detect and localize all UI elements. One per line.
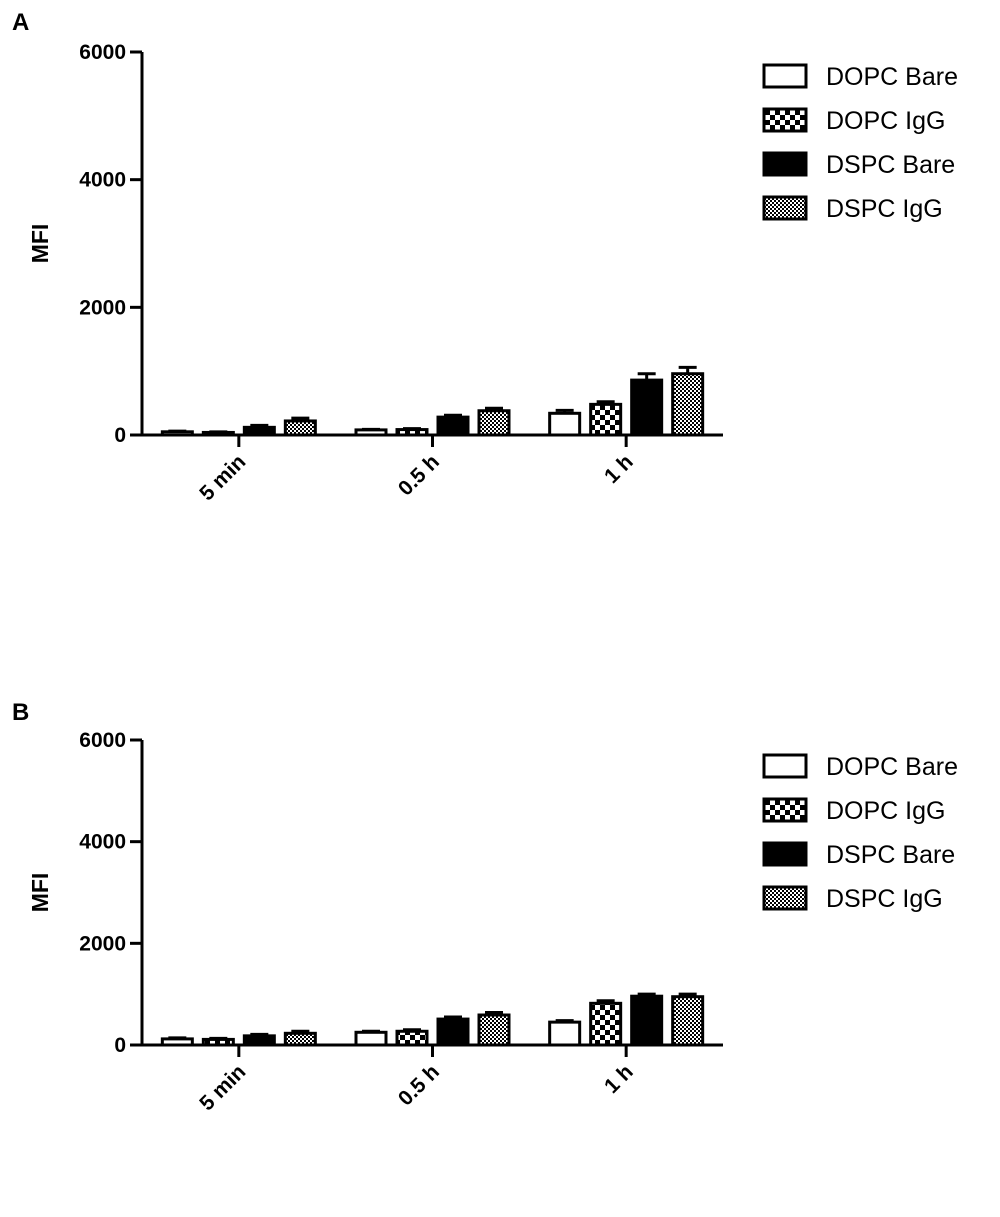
legend: DOPC Bare DOPC IgG DSPC Bare DSPC IgG [762,63,958,223]
chart-panel-a: A 0 2000 4000 6000 MFI 5 min 0.5 h 1 h DOPC Bar… [12,9,958,505]
legend-label: DOPC IgG [826,797,945,825]
legend-label: DOPC IgG [826,107,945,135]
x-tick-label: 0.5 h [394,450,444,500]
chart-panel-b: B 0 2000 4000 6000 MFI 5 min 0.5 h 1 h DOPC Bar… [12,699,958,1115]
legend-swatch [762,195,808,221]
plot-area: 0 2000 4000 6000 MFI 5 min 0.5 h 1 h [27,729,723,1115]
y-tick-label: 4000 [79,831,126,854]
bar [354,1030,388,1047]
bar [589,1001,623,1047]
bar [477,409,511,437]
y-tick-label: 6000 [79,729,126,752]
x-tick-label: 1 h [600,450,638,488]
x-tick-label: 5 min [195,450,250,505]
legend-label: DOPC Bare [826,63,958,91]
legend-label: DOPC Bare [826,753,958,781]
bar [630,378,664,437]
bar [589,402,623,437]
bar [436,415,470,437]
legend: DOPC Bare DOPC IgG DSPC Bare DSPC IgG [762,753,958,913]
bar [671,372,705,437]
legend-label: DSPC IgG [826,195,943,223]
y-tick-label: 4000 [79,169,126,192]
bar [160,1037,194,1047]
y-tick-label: 0 [114,424,126,447]
bar [242,1034,276,1047]
panel-letter: A [12,9,29,36]
x-tick-label: 1 h [600,1060,638,1098]
y-axis-title: MFI [27,224,53,264]
legend-swatch [762,107,808,133]
legend-swatch [762,885,808,911]
panel-letter: B [12,699,29,726]
y-tick-label: 2000 [79,932,126,955]
y-tick-label: 6000 [79,41,126,64]
bar [283,419,317,437]
bar [201,1037,235,1047]
y-axis-title: MFI [27,873,53,913]
bar [395,428,429,437]
legend-label: DSPC Bare [826,151,955,179]
bar [283,1031,317,1047]
legend-swatch [762,63,808,89]
legend-swatch [762,151,808,177]
legend-swatch [762,841,808,867]
bar [671,995,705,1047]
legend-label: DSPC Bare [826,841,955,869]
bar [436,1017,470,1047]
bar [630,994,664,1047]
plot-area: 0 2000 4000 6000 MFI 5 min 0.5 h 1 h [27,41,723,505]
legend-swatch [762,753,808,779]
bar [548,1020,582,1047]
x-tick-label: 0.5 h [394,1060,444,1110]
bar [477,1013,511,1047]
bar [395,1029,429,1047]
y-tick-label: 2000 [79,296,126,319]
x-tick-label: 5 min [195,1060,250,1115]
bar [548,411,582,437]
y-tick-label: 0 [114,1034,126,1057]
legend-label: DSPC IgG [826,885,943,913]
legend-swatch [762,797,808,823]
bar [242,425,276,437]
